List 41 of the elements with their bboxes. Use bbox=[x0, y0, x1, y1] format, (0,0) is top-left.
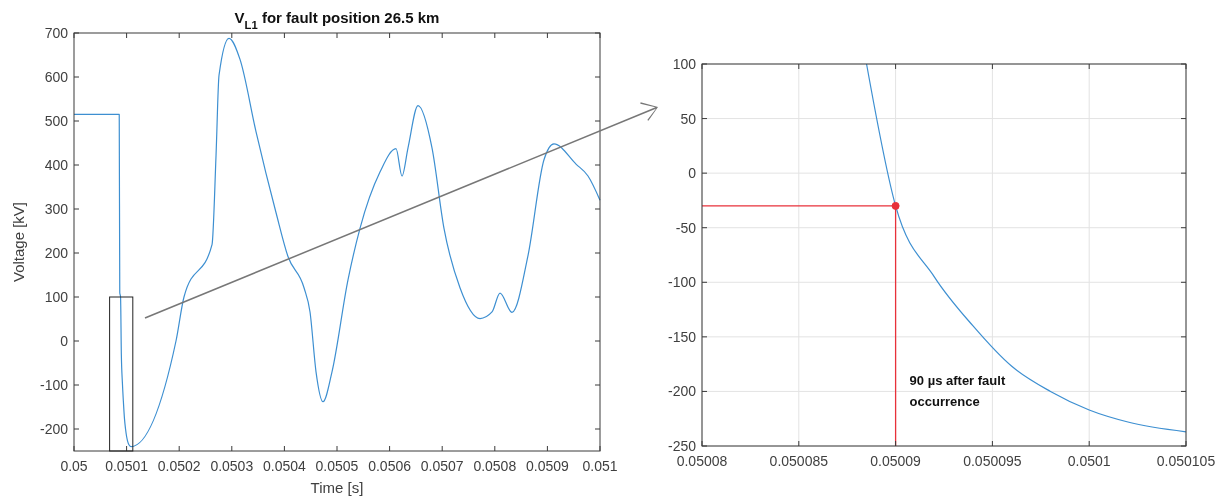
line-series bbox=[73, 37, 601, 448]
y-tick-label: 600 bbox=[44, 69, 69, 85]
x-tick-label: 0.05008 bbox=[676, 453, 728, 469]
x-tick-label: 0.050085 bbox=[769, 453, 829, 469]
x-axis-title: Time [s] bbox=[310, 479, 364, 496]
x-tick-label: 0.051 bbox=[582, 458, 618, 474]
y-tick-label: 0 bbox=[688, 165, 697, 182]
y-tick-label: -150 bbox=[667, 328, 697, 345]
x-tick-label: 0.050095 bbox=[963, 453, 1022, 469]
x-tick-label: 0.0508 bbox=[473, 458, 517, 474]
y-tick-label: 400 bbox=[44, 157, 69, 173]
y-tick-label: -100 bbox=[667, 274, 697, 291]
x-tick-label: 0.050105 bbox=[1156, 453, 1216, 469]
annotation: 90 µs after fault occurrence bbox=[909, 373, 1006, 410]
x-tick-label: 0.05009 bbox=[870, 453, 922, 469]
x-tick-label: 0.0505 bbox=[315, 458, 359, 474]
y-tick-label: -200 bbox=[667, 383, 697, 400]
x-tick-label: 0.0507 bbox=[420, 458, 464, 474]
y-tick-label: 200 bbox=[44, 245, 69, 261]
x-tick-label: 0.0509 bbox=[525, 458, 570, 474]
y-tick-label: 0 bbox=[60, 333, 69, 349]
y-tick-label: -50 bbox=[675, 219, 697, 236]
x-tick-label: 0.0501 bbox=[105, 458, 149, 474]
y-tick-label: -100 bbox=[39, 377, 69, 393]
x-tick-label: 0.0501 bbox=[1067, 453, 1111, 469]
chart-title: V$_{L1}$ for fault position 26.5 km bbox=[234, 9, 440, 31]
y-tick-label: 50 bbox=[680, 110, 697, 127]
x-tick-label: 0.0506 bbox=[368, 458, 412, 474]
y-axis-title: Voltage [kV] bbox=[10, 201, 27, 283]
y-tick-label: -250 bbox=[667, 438, 697, 454]
x-tick-label: 0.05 bbox=[60, 458, 88, 474]
y-tick-label: 300 bbox=[44, 201, 69, 217]
y-tick-label: 700 bbox=[44, 25, 69, 41]
x-tick-label: 0.0503 bbox=[210, 458, 254, 474]
x-tick-label: 0.0502 bbox=[157, 458, 201, 474]
y-tick-label: 500 bbox=[44, 113, 69, 129]
x-tick-label: 0.0504 bbox=[262, 458, 307, 474]
y-tick-label: 100 bbox=[672, 56, 697, 72]
line-series bbox=[865, 63, 1187, 433]
y-tick-label: -200 bbox=[39, 421, 69, 437]
y-tick-label: 100 bbox=[44, 289, 69, 305]
